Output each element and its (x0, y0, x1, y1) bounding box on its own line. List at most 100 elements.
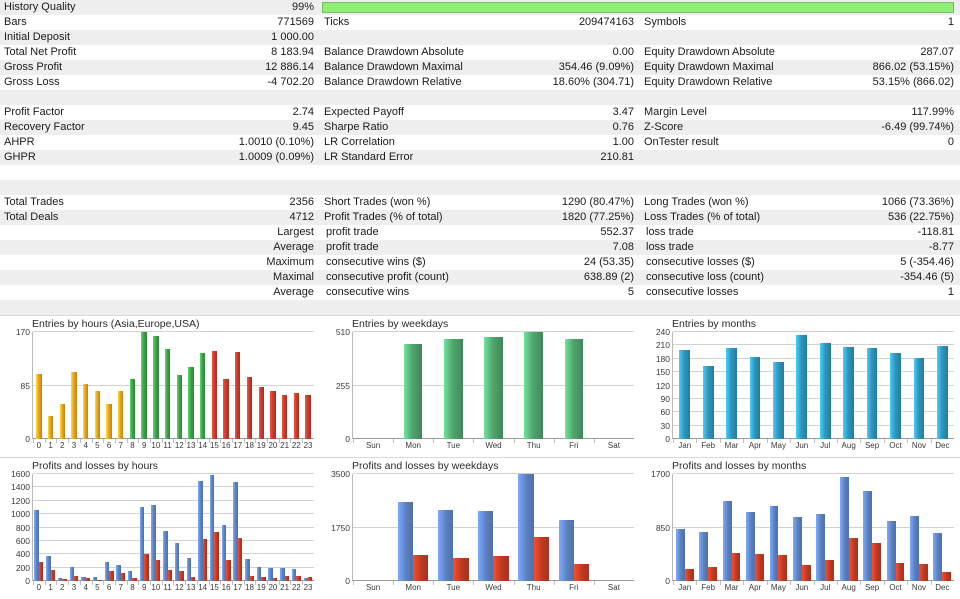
chart-bar-slot[interactable]: Jan (673, 332, 696, 450)
chart-bar[interactable] (211, 350, 218, 439)
chart-bar-losses[interactable] (413, 555, 429, 581)
chart-bar-profits[interactable] (886, 520, 896, 581)
chart-bar-slot[interactable]: 11 (161, 332, 174, 450)
chart-bar-profits[interactable] (438, 509, 454, 581)
chart-bar-losses[interactable] (533, 536, 549, 581)
chart-bar-slot[interactable]: Aug (836, 332, 860, 450)
chart-bar[interactable] (47, 416, 54, 439)
chart-bar-losses[interactable] (778, 554, 788, 581)
chart-bar-losses[interactable] (97, 579, 102, 581)
chart-bar[interactable] (403, 343, 423, 439)
chart-bar-slot[interactable]: Oct (883, 474, 907, 592)
chart-bar-slot[interactable]: 1 (44, 332, 57, 450)
chart-bar[interactable] (843, 347, 855, 439)
chart-bar-profits[interactable] (233, 482, 238, 581)
chart-bar-profits[interactable] (675, 528, 685, 581)
chart-bar[interactable] (773, 362, 784, 439)
chart-bar-slot[interactable]: May (766, 474, 790, 592)
chart-bar-profits[interactable] (518, 474, 534, 581)
chart-bar-losses[interactable] (38, 562, 44, 581)
chart-bar[interactable] (749, 356, 761, 439)
chart-bar[interactable] (118, 390, 124, 439)
chart-bar-losses[interactable] (296, 575, 301, 581)
chart-bar-slot[interactable]: 17 (231, 474, 244, 592)
chart-bar-slot[interactable]: 15 (208, 474, 221, 592)
chart-bar-losses[interactable] (237, 538, 243, 581)
chart-bar-slot[interactable]: Mar (719, 474, 743, 592)
chart-bar-slot[interactable]: Wed (473, 474, 513, 592)
chart-bar-slot[interactable]: May (766, 332, 790, 450)
chart-bar-slot[interactable]: 7 (114, 474, 127, 592)
chart-bar-slot[interactable]: 0 (33, 332, 45, 450)
chart-bar[interactable] (270, 391, 276, 439)
chart-bar-slot[interactable]: Jun (790, 474, 813, 592)
chart-bar-slot[interactable]: 0 (33, 474, 45, 592)
chart-bar-slot[interactable]: 9 (138, 474, 150, 592)
chart-bar-slot[interactable]: Sun (353, 332, 393, 450)
chart-bar-profits[interactable] (699, 531, 709, 581)
chart-bar-slot[interactable]: Fri (553, 474, 594, 592)
chart-bar-losses[interactable] (731, 552, 741, 581)
chart-bar-losses[interactable] (825, 560, 835, 581)
chart-bar-losses[interactable] (895, 562, 905, 581)
chart-bar-profits[interactable] (174, 542, 180, 581)
chart-bar[interactable] (524, 332, 543, 439)
chart-bar-losses[interactable] (85, 578, 91, 581)
chart-bar-slot[interactable]: Thu (513, 474, 554, 592)
chart-bar-losses[interactable] (872, 543, 881, 581)
chart-bar-losses[interactable] (226, 559, 231, 581)
chart-bar-slot[interactable]: Fri (553, 332, 594, 450)
chart-bar-slot[interactable]: Mar (719, 332, 743, 450)
chart-bar-slot[interactable]: 5 (91, 474, 104, 592)
chart-bar-slot[interactable]: Jul (813, 332, 837, 450)
chart-bar-profits[interactable] (163, 531, 168, 581)
chart-bar-slot[interactable]: 15 (208, 332, 221, 450)
chart-bar[interactable] (200, 353, 206, 439)
chart-bar-slot[interactable]: 18 (243, 474, 256, 592)
chart-bar[interactable] (141, 332, 147, 439)
chart-bar-profits[interactable] (769, 505, 779, 581)
chart-bar-slot[interactable]: 2 (56, 332, 68, 450)
chart-bar[interactable] (484, 336, 503, 439)
chart-bar-slot[interactable]: 21 (278, 332, 291, 450)
chart-bar-slot[interactable]: Mon (393, 474, 433, 592)
chart-bar[interactable] (188, 366, 194, 439)
chart-bar[interactable] (223, 379, 229, 439)
chart-bar[interactable] (82, 383, 89, 439)
chart-bar-profits[interactable] (221, 525, 227, 581)
chart-bar-slot[interactable]: 17 (231, 332, 244, 450)
chart-bar[interactable] (726, 348, 737, 439)
chart-bar-slot[interactable]: 20 (267, 332, 279, 450)
chart-bar[interactable] (36, 374, 42, 439)
chart-bar-slot[interactable]: 1 (44, 474, 57, 592)
chart-bar-slot[interactable]: 11 (161, 474, 174, 592)
chart-bar[interactable] (153, 335, 159, 439)
chart-bar[interactable] (106, 403, 112, 439)
chart-bar[interactable] (281, 394, 288, 439)
chart-bar-slot[interactable]: Mon (393, 332, 433, 450)
chart-bar-slot[interactable]: Thu (513, 332, 554, 450)
chart-bar[interactable] (444, 338, 463, 439)
chart-bar-slot[interactable]: 6 (103, 332, 115, 450)
chart-bar[interactable] (235, 352, 241, 439)
chart-bar-slot[interactable]: 13 (185, 332, 197, 450)
chart-bar-slot[interactable]: Jan (673, 474, 696, 592)
chart-bar-slot[interactable]: Jul (813, 474, 837, 592)
chart-bar-losses[interactable] (62, 579, 67, 581)
chart-bar-slot[interactable]: Dec (930, 332, 954, 450)
chart-bar-slot[interactable]: Wed (473, 332, 513, 450)
chart-bar[interactable] (129, 378, 136, 439)
chart-bar-profits[interactable] (397, 502, 414, 581)
chart-bar-profits[interactable] (863, 491, 873, 581)
chart-bar-losses[interactable] (202, 538, 208, 581)
chart-bar-slot[interactable]: 3 (68, 332, 80, 450)
chart-bar-slot[interactable]: 19 (255, 474, 267, 592)
chart-bar-profits[interactable] (792, 517, 802, 581)
chart-bar-losses[interactable] (249, 575, 254, 581)
chart-bar-losses[interactable] (453, 557, 469, 581)
chart-bar[interactable] (246, 376, 253, 439)
chart-bar-slot[interactable]: Feb (696, 474, 719, 592)
chart-bar-slot[interactable]: 16 (220, 474, 232, 592)
chart-bar-losses[interactable] (179, 570, 184, 581)
chart-bar-profits[interactable] (34, 510, 39, 581)
